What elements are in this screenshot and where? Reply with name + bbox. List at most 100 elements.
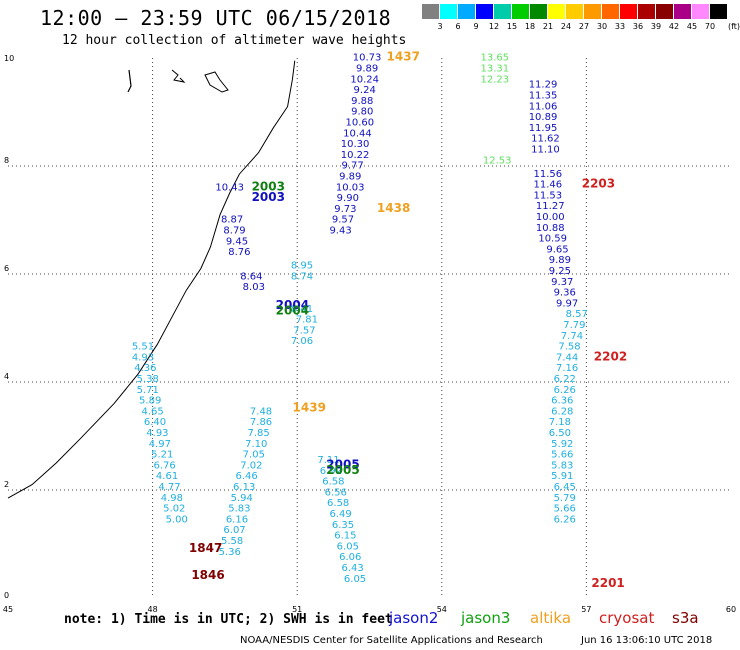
wave-height-label: 10.03: [336, 182, 365, 193]
wave-height-label: 7.85: [248, 428, 270, 439]
pass-time-label: 2202: [594, 349, 627, 363]
wave-height-label: 6.92: [320, 466, 342, 477]
wave-height-label: 9.57: [332, 215, 354, 226]
y-tick-label: 0: [4, 591, 9, 600]
pass-time-label: 2005: [326, 457, 359, 471]
island-outline: [204, 71, 229, 93]
scale-label: 21: [542, 22, 554, 31]
wave-height-label: 8.95: [291, 261, 313, 272]
scale-label: 70: [704, 22, 716, 31]
scale-box: [692, 4, 709, 19]
satellite-legend-altika: altika: [530, 609, 572, 627]
scale-box: [458, 4, 475, 19]
wave-height-label: 9.65: [546, 244, 568, 255]
x-tick-label: 57: [581, 605, 591, 614]
x-tick-label: 60: [726, 605, 736, 614]
wave-height-label: 6.05: [344, 574, 366, 585]
x-tick-label: 48: [148, 605, 158, 614]
wave-height-label: 9.24: [354, 85, 376, 96]
scale-box: [638, 4, 655, 19]
wave-height-label: 7.48: [250, 406, 272, 417]
wave-height-label: 9.77: [341, 161, 363, 172]
wave-height-label: 13.31: [480, 64, 509, 75]
timestamp-text: Jun 16 13:06:10 UTC 2018: [581, 635, 713, 646]
wave-height-label: 9.89: [549, 255, 571, 266]
wave-height-label: 9.36: [554, 288, 576, 299]
scale-box: [566, 4, 583, 19]
wave-height-label: 8.79: [223, 226, 245, 237]
scale-unit-label: (ft): [727, 22, 740, 31]
wave-height-label: 10.30: [341, 139, 370, 150]
wave-height-label: 9.97: [556, 298, 578, 309]
wave-height-label: 9.80: [351, 107, 373, 118]
wave-height-label: 5.83: [228, 504, 250, 515]
wave-height-label: 6.28: [551, 406, 573, 417]
wave-height-label: 8.03: [243, 282, 265, 293]
wave-height-label: 5.00: [166, 514, 188, 525]
scale-label: 27: [578, 22, 590, 31]
wave-height-label: 11.29: [529, 80, 558, 91]
wave-height-label: 8.74: [291, 271, 313, 282]
wave-height-label: 5.21: [151, 450, 173, 461]
wave-height-label: 13.65: [480, 53, 509, 64]
credit-text: NOAA/NESDIS Center for Satellite Applica…: [240, 635, 543, 646]
footer-note: note: 1) Time is in UTC; 2) SWH is in fe…: [64, 612, 393, 627]
wave-height-label: 10.59: [538, 234, 567, 245]
wave-height-label: 7.02: [240, 460, 262, 471]
wave-height-label: 6.13: [233, 482, 255, 493]
wave-height-label: 4.77: [158, 482, 180, 493]
pass-time-label: 2003: [252, 179, 285, 193]
scale-box: [440, 4, 457, 19]
wave-height-label: 5.66: [554, 504, 576, 515]
pass-time-label: 1847: [189, 541, 222, 555]
wave-height-label: 5.91: [551, 471, 573, 482]
pass-time-label: 2203: [582, 177, 615, 191]
wave-height-label: 6.26: [554, 385, 576, 396]
pass-time-label: 2004: [276, 298, 309, 312]
wave-height-label: 6.16: [226, 514, 248, 525]
y-tick-label: 2: [4, 480, 9, 489]
pass-time-label: 1439: [293, 401, 326, 415]
wave-height-label: 6.43: [341, 563, 363, 574]
wave-height-label: 8.41: [291, 304, 313, 315]
wave-height-label: 5.66: [551, 450, 573, 461]
wave-height-label: 6.40: [144, 417, 166, 428]
wave-height-label: 6.05: [337, 541, 359, 552]
wave-height-label: 6.76: [154, 460, 176, 471]
satellite-legend-jason3: jason3: [461, 609, 511, 627]
scale-box: [548, 4, 565, 19]
wave-height-label: 10.88: [536, 223, 565, 234]
scale-box: [710, 4, 727, 19]
wave-height-label: 7.86: [250, 417, 272, 428]
y-tick-label: 10: [4, 54, 14, 63]
wave-height-label: 7.79: [563, 320, 585, 331]
wave-height-label: 7.11: [317, 455, 339, 466]
scale-box: [674, 4, 691, 19]
wave-height-label: 10.89: [529, 112, 558, 123]
wave-height-label: 9.89: [339, 172, 361, 183]
scale-label: 36: [632, 22, 644, 31]
wave-height-label: 4.36: [134, 363, 156, 374]
wave-height-label: 7.57: [293, 325, 315, 336]
wave-height-label: 7.05: [243, 450, 265, 461]
wave-height-label: 10.00: [536, 212, 565, 223]
wave-height-label: 5.02: [163, 504, 185, 515]
wave-height-label: 6.58: [327, 498, 349, 509]
wave-height-label: 4.93: [146, 428, 168, 439]
satellite-legend-cryosat: cryosat: [599, 609, 655, 627]
wave-height-label: 11.62: [531, 134, 560, 145]
wave-height-label: 5.79: [554, 493, 576, 504]
scale-box: [512, 4, 529, 19]
wave-height-label: 5.92: [551, 439, 573, 450]
scale-box: [476, 4, 493, 19]
wave-height-label: 11.95: [529, 123, 558, 134]
wave-height-label: 5.83: [551, 460, 573, 471]
scale-label: 30: [596, 22, 608, 31]
scale-label: 6: [455, 22, 461, 31]
wave-height-label: 11.53: [534, 190, 563, 201]
scale-label: 42: [668, 22, 680, 31]
wave-height-label: 7.74: [561, 331, 583, 342]
x-tick-label: 51: [292, 605, 302, 614]
